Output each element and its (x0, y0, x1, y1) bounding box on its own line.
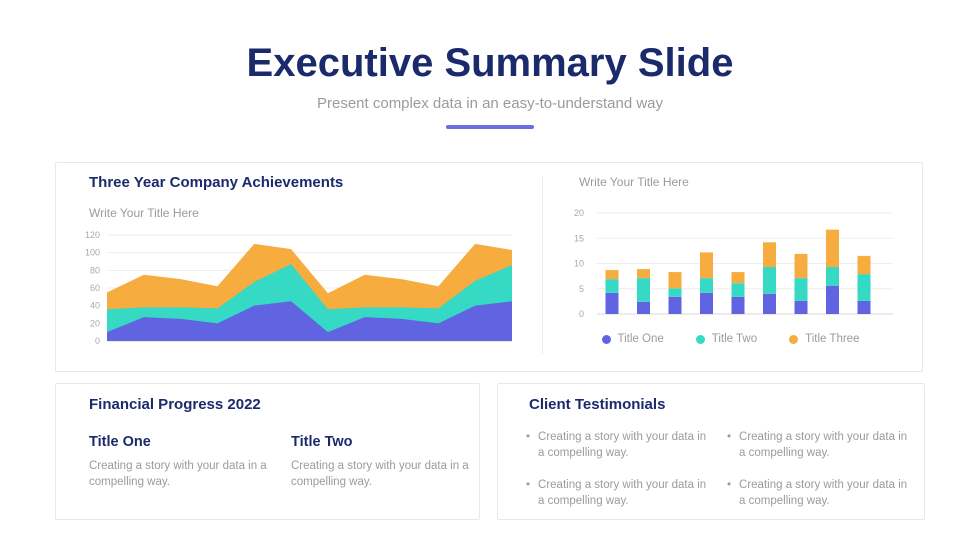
legend-dot-icon (601, 334, 611, 344)
testimonial-text: Creating a story with your data in a com… (739, 478, 908, 507)
financial-heading: Financial Progress 2022 (89, 396, 261, 413)
testimonial-bullet: Creating a story with your data in a com… (526, 430, 727, 462)
svg-text:10: 10 (574, 259, 584, 269)
bullet-icon (526, 430, 530, 462)
area-chart-heading: Three Year Company Achievements (89, 174, 344, 191)
legend-label: Title One (617, 333, 664, 345)
financial-item: Title Two Creating a story with your dat… (291, 434, 476, 491)
testimonial-bullet: Creating a story with your data in a com… (727, 478, 914, 510)
testimonial-bullet: Creating a story with your data in a com… (727, 430, 914, 462)
charts-panel: Three Year Company Achievements Write Yo… (55, 162, 923, 372)
financial-columns: Title One Creating a story with your dat… (89, 434, 476, 491)
financial-item-body: Creating a story with your data in a com… (89, 460, 267, 488)
testimonial-text: Creating a story with your data in a com… (538, 478, 707, 507)
legend-dot-icon (695, 334, 705, 344)
testimonials-heading: Client Testimonials (529, 396, 666, 413)
testimonial-text: Creating a story with your data in a com… (538, 431, 707, 459)
slide-header: Executive Summary Slide Present complex … (0, 0, 980, 129)
svg-text:15: 15 (574, 233, 584, 243)
svg-text:0: 0 (95, 336, 100, 346)
legend-dot-icon (789, 334, 799, 344)
svg-text:120: 120 (85, 230, 100, 240)
financial-item-body: Creating a story with your data in a com… (291, 460, 469, 488)
legend-label: Title Three (805, 333, 860, 345)
testimonial-text: Creating a story with your data in a com… (739, 431, 908, 459)
svg-text:40: 40 (90, 301, 100, 311)
page-title: Executive Summary Slide (246, 41, 734, 85)
svg-text:20: 20 (574, 208, 584, 218)
bullet-icon (526, 478, 530, 510)
client-testimonials-panel: Client Testimonials Creating a story wit… (497, 383, 925, 520)
svg-text:100: 100 (85, 248, 100, 258)
area-chart-subheading: Write Your Title Here (89, 206, 199, 220)
stacked-bar-chart: 0 5 10 15 20 (574, 208, 893, 319)
legend-item-title-two: Title Two (695, 333, 758, 345)
svg-text:5: 5 (579, 284, 584, 294)
financial-item: Title One Creating a story with your dat… (89, 434, 274, 491)
financial-item-title: Title One (89, 434, 151, 450)
legend-item-title-three: Title Three (789, 333, 859, 345)
testimonials-grid: Creating a story with your data in a com… (526, 430, 914, 509)
bar-chart-heading: Write Your Title Here (579, 175, 689, 189)
financial-item-title: Title Two (291, 434, 353, 450)
bullet-icon (727, 430, 731, 462)
testimonial-bullet: Creating a story with your data in a com… (526, 478, 727, 510)
svg-text:20: 20 (90, 318, 100, 328)
svg-text:0: 0 (579, 309, 584, 319)
title-divider (446, 125, 534, 129)
chart-legend: Title One Title Two Title Three (543, 333, 918, 345)
stacked-area-chart: 0 20 40 60 80 100 120 (85, 230, 512, 346)
legend-label: Title Two (711, 333, 758, 345)
page-subtitle: Present complex data in an easy-to-under… (316, 95, 664, 112)
legend-item-title-one: Title One (601, 333, 664, 345)
svg-text:80: 80 (90, 265, 100, 275)
svg-text:60: 60 (90, 283, 100, 293)
panel-vertical-divider (542, 176, 543, 354)
financial-progress-panel: Financial Progress 2022 Title One Creati… (55, 383, 480, 520)
bullet-icon (727, 478, 731, 510)
